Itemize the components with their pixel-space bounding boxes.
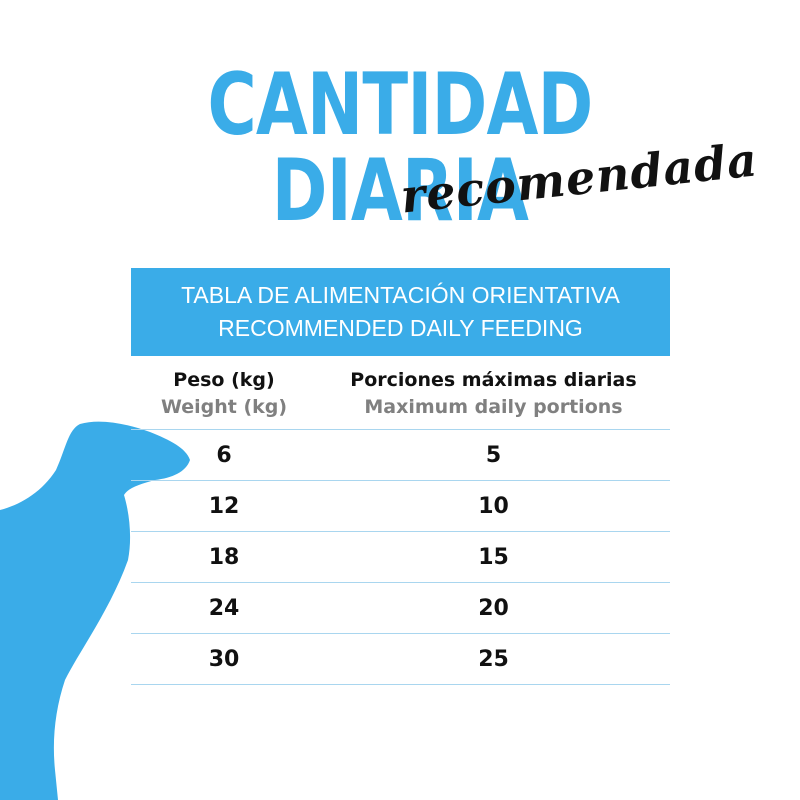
table-row: 30 25 xyxy=(131,634,670,685)
table-row: 24 20 xyxy=(131,583,670,634)
table-row: 6 5 xyxy=(131,430,670,481)
column-header-weight-es: Peso (kg) xyxy=(173,369,275,391)
table-header-line2: RECOMMENDED DAILY FEEDING xyxy=(218,315,583,341)
weight-cell: 12 xyxy=(208,493,240,519)
column-header-portions-en: Maximum daily portions xyxy=(364,396,623,418)
table-row: 12 10 xyxy=(131,481,670,532)
portions-cell: 20 xyxy=(478,595,509,621)
weight-cell: 30 xyxy=(208,646,240,672)
page-title: CANTIDAD DIARIA xyxy=(207,55,593,241)
table-header-banner: TABLA DE ALIMENTACIÓN ORIENTATIVA RECOMM… xyxy=(131,268,670,356)
feeding-table: 6 5 12 10 18 15 24 20 30 25 xyxy=(131,429,670,685)
portions-cell: 15 xyxy=(478,544,509,570)
column-header-weight-en: Weight (kg) xyxy=(160,396,288,418)
weight-cell: 24 xyxy=(208,595,240,621)
column-header-portions-es: Porciones máximas diarias xyxy=(350,369,637,391)
portions-cell: 10 xyxy=(478,493,509,519)
portions-cell: 5 xyxy=(485,442,502,468)
table-header-line1: TABLA DE ALIMENTACIÓN ORIENTATIVA xyxy=(181,282,620,308)
weight-cell: 18 xyxy=(208,544,240,570)
column-header-portions: Porciones máximas diarias Maximum daily … xyxy=(317,367,670,421)
column-header-weight: Peso (kg) Weight (kg) xyxy=(131,367,317,421)
portions-cell: 25 xyxy=(478,646,509,672)
table-divider xyxy=(131,429,670,430)
weight-cell: 6 xyxy=(216,442,232,468)
table-row: 18 15 xyxy=(131,532,670,583)
